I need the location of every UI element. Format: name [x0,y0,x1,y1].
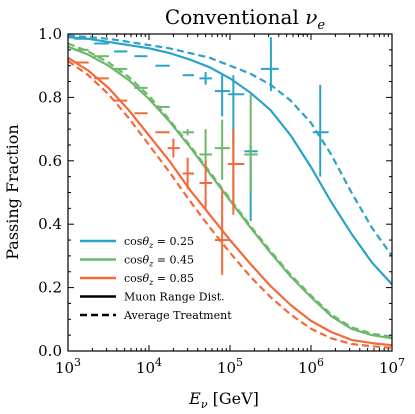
legend-label: cosθz = 0.25 [124,235,194,250]
series-line-2 [68,45,392,340]
y-tick-label: 0.6 [38,152,62,170]
error-point-1-9 [244,94,258,193]
legend-label: cosθz = 0.85 [124,272,194,287]
error-point-2-7 [199,160,213,209]
series-line-3 [68,42,392,338]
error-point-1-8 [228,129,245,206]
y-axis-label: Passing Fraction [3,124,22,260]
chart-title: Conventional νe [165,5,325,33]
error-point-0-7 [214,75,230,117]
legend-label: cosθz = 0.45 [124,254,194,269]
error-point-2-5 [167,138,180,158]
plot-frame [67,33,393,352]
y-tick-label: 0.0 [38,342,62,360]
error-point-2-6 [182,157,195,190]
series-line-0 [68,36,392,286]
y-tick-label: 0.2 [38,279,62,297]
legend-entry-4: Average Treatment [80,309,232,322]
legend-entry-0: cosθz = 0.25 [80,235,194,250]
error-point-0-12 [312,84,329,177]
y-tick-label: 0.8 [38,88,62,106]
x-tick-label: 107 [379,356,405,377]
legend-entry-2: cosθz = 0.85 [80,272,194,287]
y-tick-label: 0.4 [38,215,62,233]
series-line-5 [68,60,392,349]
series-line-1 [68,34,392,257]
x-tick-label: 104 [136,356,162,377]
error-point-2-9 [228,129,245,215]
legend-entry-1: cosθz = 0.45 [80,254,194,269]
error-point-2-8 [214,189,230,275]
x-tick-label: 103 [55,356,81,377]
error-point-0-6 [199,72,213,85]
y-tick-label: 1.0 [38,25,62,43]
legend-label: Average Treatment [123,309,232,322]
error-point-0-10 [260,37,279,92]
legend-entry-3: Muon Range Dist. [80,291,225,304]
x-axis-label: Eν [GeV] [188,389,259,411]
x-tick-label: 105 [217,356,243,377]
legend-label: Muon Range Dist. [124,291,225,304]
x-tick-label: 106 [298,356,324,377]
error-point-1-7 [214,119,230,180]
error-point-1-5 [182,129,195,136]
